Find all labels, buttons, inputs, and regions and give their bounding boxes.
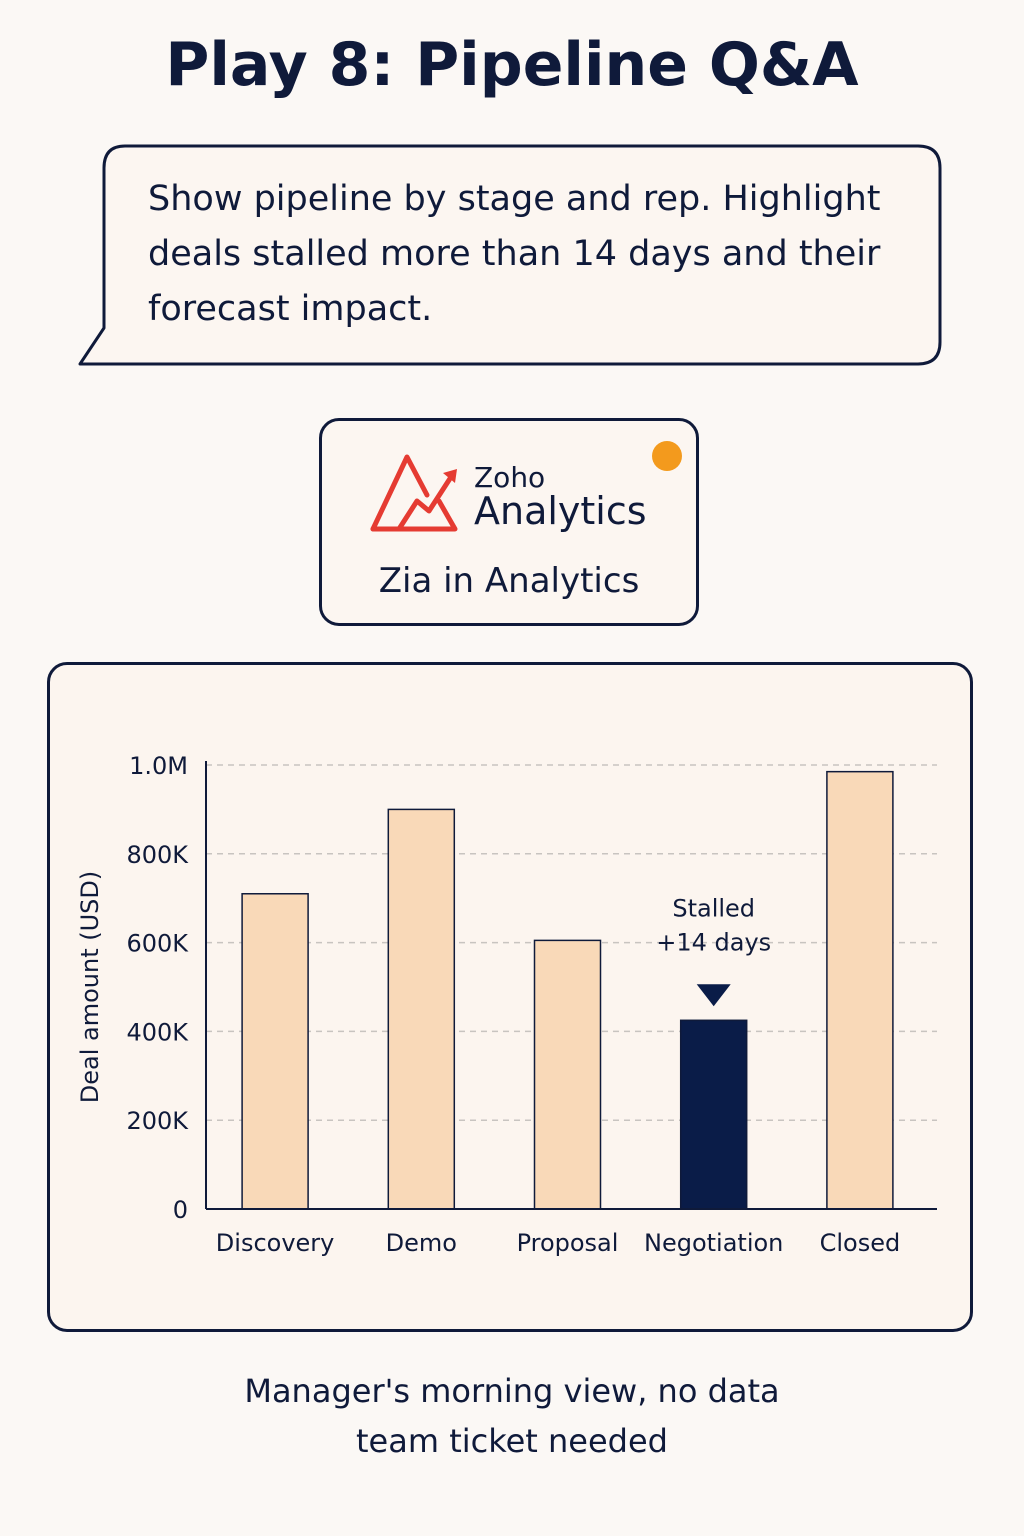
bar-discovery <box>241 893 309 1210</box>
x-tick-label: Proposal <box>517 1229 619 1257</box>
brand-large: Analytics <box>474 489 647 533</box>
bar-demo <box>387 808 456 1210</box>
stalled-marker-icon <box>696 984 731 1007</box>
footer-line-2: team ticket needed <box>356 1422 668 1460</box>
x-tick-label: Demo <box>386 1229 457 1257</box>
y-axis-label: Deal amount (USD) <box>76 871 104 1104</box>
chart-card: 0 200K 400K 600K 800K 1.0M Deal amount (USD) Di… <box>47 662 973 1332</box>
x-tick-label: Negotiation <box>644 1229 783 1257</box>
bar-closed <box>826 770 894 1210</box>
bar-chart: 0 200K 400K 600K 800K 1.0M Deal amount (USD) Di… <box>76 752 937 1257</box>
y-tick-label: 1.0M <box>129 752 188 780</box>
page-title: Play 8: Pipeline Q&A <box>165 30 859 100</box>
logo-caption: Zia in Analytics <box>378 561 640 601</box>
zoho-analytics-logo-icon <box>370 454 458 532</box>
footer-line-1: Manager's morning view, no data <box>244 1372 780 1410</box>
speech-bubble <box>78 144 942 366</box>
brand-small: Zoho <box>474 461 546 494</box>
y-tick-label: 200K <box>126 1107 189 1135</box>
y-tick-label: 800K <box>126 841 189 869</box>
logo-card: Zoho Analytics Zia in Analytics <box>319 418 699 626</box>
y-tick-label: 0 <box>173 1196 188 1224</box>
stalled-annotation: Stalled <box>672 894 755 922</box>
bar-negotiation <box>679 1019 748 1210</box>
bar-proposal <box>533 939 602 1210</box>
prompt-text: Show pipeline by stage and rep. Highligh… <box>148 179 881 329</box>
footer-caption: Manager's morning view, no data team tic… <box>0 1366 1024 1466</box>
x-tick-label: Discovery <box>216 1229 335 1257</box>
x-tick-label: Closed <box>820 1229 901 1257</box>
status-dot <box>652 441 682 471</box>
stalled-annotation: +14 days <box>656 928 771 956</box>
y-tick-label: 600K <box>126 930 189 958</box>
y-tick-label: 400K <box>126 1018 189 1046</box>
